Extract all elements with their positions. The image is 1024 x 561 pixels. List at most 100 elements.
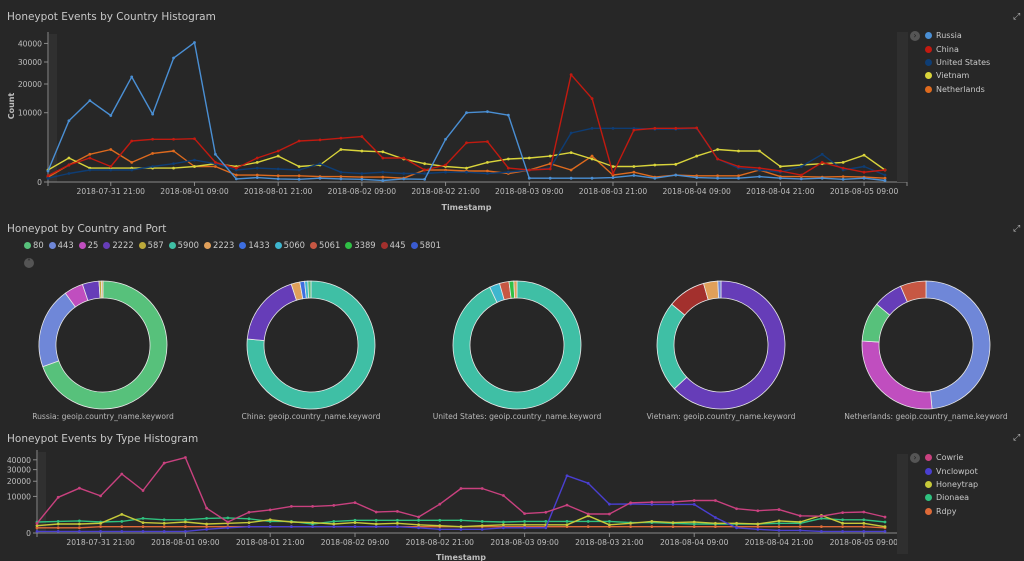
- series-vnclowpot[interactable]: [35, 474, 887, 533]
- data-point-dionaea[interactable]: [862, 518, 866, 522]
- data-point-china[interactable]: [151, 137, 155, 141]
- data-point-netherlands[interactable]: [716, 174, 719, 178]
- data-point-vnclowpot[interactable]: [396, 525, 399, 529]
- data-point-russia[interactable]: [737, 176, 740, 180]
- data-point-united-states[interactable]: [820, 152, 824, 156]
- data-point-vnclowpot[interactable]: [162, 529, 166, 533]
- data-point-vnclowpot[interactable]: [692, 503, 696, 506]
- data-point-cowrie[interactable]: [883, 515, 887, 519]
- data-point-vietnam[interactable]: [465, 166, 468, 170]
- data-point-russia[interactable]: [841, 177, 845, 181]
- legend-item[interactable]: United States: [925, 56, 990, 69]
- data-point-netherlands[interactable]: [632, 170, 636, 174]
- data-point-united-states[interactable]: [465, 170, 468, 174]
- data-point-vietnam[interactable]: [506, 157, 510, 161]
- data-point-united-states[interactable]: [339, 170, 343, 174]
- data-point-russia[interactable]: [799, 177, 803, 181]
- data-point-vnclowpot[interactable]: [141, 529, 145, 533]
- data-point-cowrie[interactable]: [417, 515, 420, 519]
- data-point-russia[interactable]: [214, 152, 217, 156]
- data-point-vietnam[interactable]: [548, 154, 552, 158]
- data-point-honeytrap[interactable]: [311, 521, 314, 525]
- data-point-honeytrap[interactable]: [459, 525, 463, 529]
- data-point-russia[interactable]: [402, 177, 406, 181]
- data-point-rdpy[interactable]: [99, 525, 102, 529]
- data-point-vnclowpot[interactable]: [714, 516, 717, 519]
- data-point-dionaea[interactable]: [565, 520, 569, 523]
- data-point-dionaea[interactable]: [141, 516, 145, 520]
- legend-item[interactable]: 5801: [410, 240, 441, 250]
- data-point-vietnam[interactable]: [653, 163, 657, 167]
- data-point-rdpy[interactable]: [798, 525, 802, 529]
- donut-slice-port-80[interactable]: [307, 280, 312, 299]
- data-point-dionaea[interactable]: [544, 520, 548, 523]
- data-point-honeytrap[interactable]: [777, 519, 781, 523]
- data-point-vnclowpot[interactable]: [417, 526, 420, 530]
- data-point-cowrie[interactable]: [756, 509, 760, 513]
- data-point-dionaea[interactable]: [523, 520, 526, 523]
- data-point-vnclowpot[interactable]: [311, 525, 314, 529]
- expand-icon[interactable]: ⤢: [1013, 433, 1021, 443]
- data-point-russia[interactable]: [486, 110, 489, 114]
- legend-item[interactable]: 2223: [204, 240, 234, 250]
- data-point-vnclowpot[interactable]: [205, 527, 209, 531]
- data-point-russia[interactable]: [46, 169, 50, 173]
- data-point-cowrie[interactable]: [56, 495, 60, 499]
- donut-chart[interactable]: [38, 280, 168, 410]
- expand-icon[interactable]: ⤢: [1013, 12, 1021, 22]
- data-point-honeytrap[interactable]: [205, 522, 209, 526]
- data-point-china[interactable]: [297, 139, 301, 143]
- data-point-united-states[interactable]: [883, 173, 887, 177]
- data-point-united-states[interactable]: [109, 168, 113, 172]
- legend-item[interactable]: China: [925, 42, 990, 55]
- data-point-netherlands[interactable]: [360, 175, 364, 179]
- data-point-honeytrap[interactable]: [798, 520, 802, 524]
- data-point-rdpy[interactable]: [586, 525, 590, 529]
- data-point-china[interactable]: [255, 156, 259, 160]
- data-point-cowrie[interactable]: [650, 500, 654, 504]
- data-point-dionaea[interactable]: [332, 520, 336, 523]
- data-point-vietnam[interactable]: [737, 149, 740, 153]
- data-point-vnclowpot[interactable]: [438, 527, 442, 531]
- series-russia[interactable]: [46, 41, 887, 182]
- data-point-vnclowpot[interactable]: [586, 481, 590, 485]
- data-point-rdpy[interactable]: [162, 525, 166, 529]
- data-point-cowrie[interactable]: [798, 514, 802, 518]
- data-point-vietnam[interactable]: [67, 156, 71, 160]
- donut-slice-port-2223[interactable]: [100, 280, 104, 299]
- data-point-united-states[interactable]: [360, 172, 364, 175]
- data-point-dionaea[interactable]: [692, 522, 696, 526]
- donut-chart[interactable]: [452, 280, 582, 410]
- data-point-china[interactable]: [820, 161, 824, 164]
- data-point-cowrie[interactable]: [841, 511, 844, 515]
- data-point-russia[interactable]: [820, 176, 824, 180]
- data-point-russia[interactable]: [234, 177, 238, 181]
- country-port-donuts[interactable]: [0, 272, 1024, 422]
- data-point-united-states[interactable]: [381, 170, 385, 174]
- data-point-china[interactable]: [423, 168, 427, 172]
- data-point-netherlands[interactable]: [444, 168, 447, 172]
- data-point-rdpy[interactable]: [205, 525, 209, 529]
- data-point-honeytrap[interactable]: [78, 522, 81, 526]
- data-point-vnclowpot[interactable]: [523, 526, 526, 530]
- data-point-cowrie[interactable]: [629, 501, 632, 505]
- data-point-cowrie[interactable]: [480, 487, 484, 490]
- data-point-china[interactable]: [716, 157, 719, 161]
- data-point-honeytrap[interactable]: [671, 521, 675, 525]
- data-point-united-states[interactable]: [611, 126, 615, 130]
- data-point-russia[interactable]: [674, 173, 678, 177]
- legend-item[interactable]: 25: [78, 240, 98, 250]
- data-point-netherlands[interactable]: [841, 175, 845, 179]
- legend-item[interactable]: 443: [48, 240, 74, 250]
- legend-item[interactable]: 2222: [103, 240, 134, 250]
- donut-slice-port-443[interactable]: [717, 280, 722, 299]
- data-point-china[interactable]: [758, 166, 761, 170]
- data-point-netherlands[interactable]: [109, 148, 113, 151]
- data-point-netherlands[interactable]: [151, 152, 155, 155]
- data-point-china[interactable]: [590, 97, 594, 100]
- data-point-russia[interactable]: [527, 176, 531, 180]
- data-point-dionaea[interactable]: [417, 518, 420, 522]
- data-point-honeytrap[interactable]: [268, 518, 272, 522]
- chevron-up-icon[interactable]: ˄: [24, 258, 34, 268]
- data-point-vnclowpot[interactable]: [502, 526, 505, 530]
